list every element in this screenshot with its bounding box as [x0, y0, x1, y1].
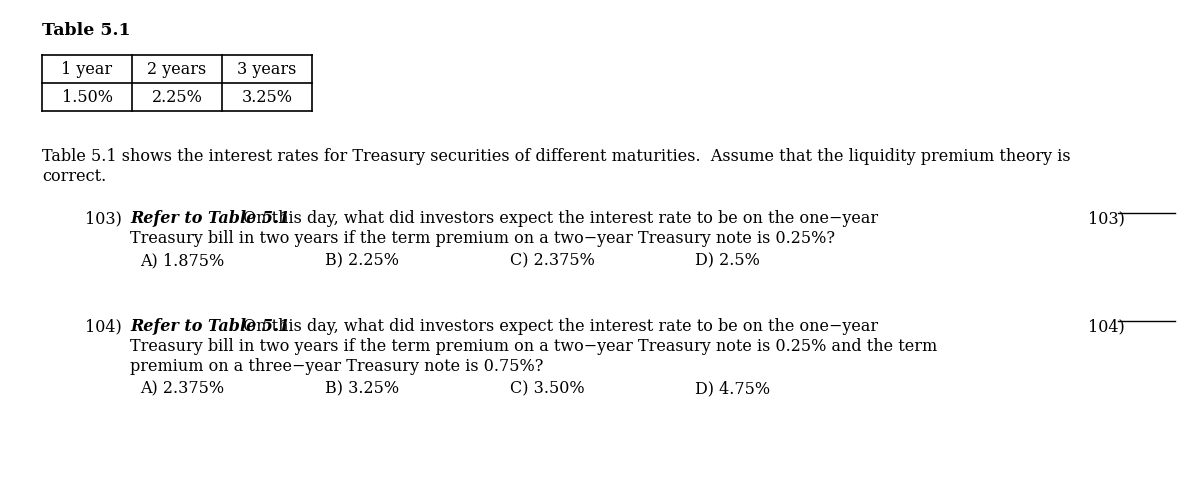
Text: 103): 103)	[1088, 210, 1124, 227]
Text: On this day, what did investors expect the interest rate to be on the one−year: On this day, what did investors expect t…	[238, 318, 878, 335]
Text: premium on a three−year Treasury note is 0.75%?: premium on a three−year Treasury note is…	[130, 358, 544, 375]
Text: Table 5.1 shows the interest rates for Treasury securities of different maturiti: Table 5.1 shows the interest rates for T…	[42, 148, 1070, 165]
Text: Treasury bill in two years if the term premium on a two−year Treasury note is 0.: Treasury bill in two years if the term p…	[130, 338, 937, 355]
Text: B) 2.25%: B) 2.25%	[325, 252, 398, 269]
Text: 3.25%: 3.25%	[241, 88, 293, 105]
Text: Table 5.1: Table 5.1	[42, 22, 131, 39]
Text: 103): 103)	[85, 210, 127, 227]
Text: Refer to Table 5.1: Refer to Table 5.1	[130, 210, 289, 227]
Text: 104): 104)	[1088, 318, 1124, 335]
Text: correct.: correct.	[42, 168, 107, 185]
Text: Refer to Table 5.1: Refer to Table 5.1	[130, 318, 289, 335]
Text: 2 years: 2 years	[148, 61, 206, 78]
Text: A) 2.375%: A) 2.375%	[140, 380, 224, 397]
Text: B) 3.25%: B) 3.25%	[325, 380, 400, 397]
Text: D) 4.75%: D) 4.75%	[695, 380, 770, 397]
Text: 1.50%: 1.50%	[61, 88, 113, 105]
Text: 1 year: 1 year	[61, 61, 113, 78]
Text: C) 2.375%: C) 2.375%	[510, 252, 595, 269]
Text: C) 3.50%: C) 3.50%	[510, 380, 584, 397]
Text: 2.25%: 2.25%	[151, 88, 203, 105]
Text: On this day, what did investors expect the interest rate to be on the one−year: On this day, what did investors expect t…	[238, 210, 878, 227]
Text: D) 2.5%: D) 2.5%	[695, 252, 760, 269]
Text: 3 years: 3 years	[238, 61, 296, 78]
Text: A) 1.875%: A) 1.875%	[140, 252, 224, 269]
Text: Treasury bill in two years if the term premium on a two−year Treasury note is 0.: Treasury bill in two years if the term p…	[130, 230, 835, 247]
Text: 104): 104)	[85, 318, 127, 335]
